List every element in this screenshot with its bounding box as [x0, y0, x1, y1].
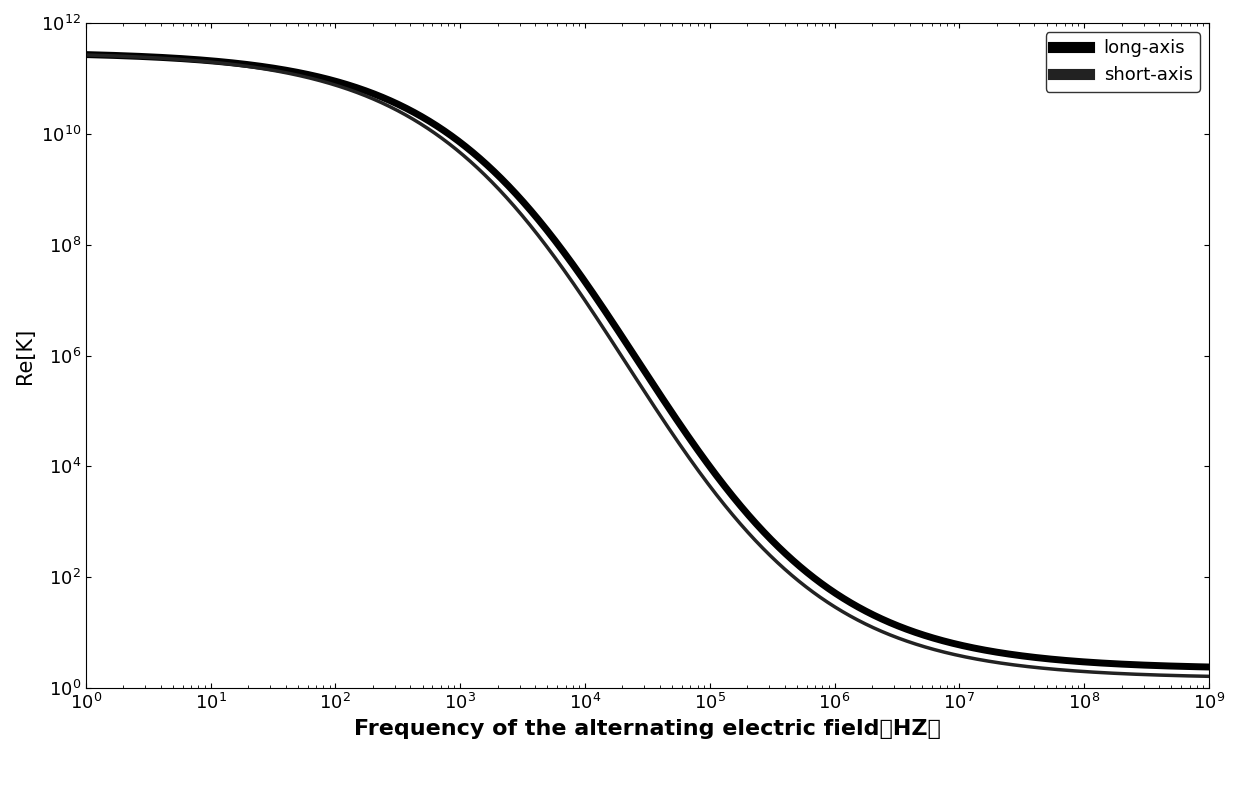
Line: short-axis: short-axis — [86, 55, 1209, 677]
Y-axis label: Re[K]: Re[K] — [15, 327, 35, 384]
Legend: long-axis, short-axis: long-axis, short-axis — [1045, 32, 1200, 92]
short-axis — [78, 50, 93, 60]
short-axis — [558, 267, 573, 276]
X-axis label: Frequency of the alternating electric field（HZ）: Frequency of the alternating electric fi… — [353, 718, 941, 739]
long-axis — [1059, 655, 1074, 665]
long-axis — [508, 190, 523, 199]
long-axis — [558, 250, 573, 259]
short-axis — [1179, 671, 1194, 681]
short-axis — [273, 67, 288, 76]
long-axis — [1202, 663, 1216, 672]
Line: long-axis: long-axis — [86, 55, 1209, 667]
long-axis — [206, 57, 221, 66]
short-axis — [1059, 666, 1074, 675]
short-axis — [508, 204, 523, 214]
long-axis — [1179, 662, 1194, 671]
long-axis — [273, 64, 288, 74]
long-axis — [78, 50, 93, 60]
short-axis — [206, 57, 221, 67]
short-axis — [1202, 672, 1216, 681]
